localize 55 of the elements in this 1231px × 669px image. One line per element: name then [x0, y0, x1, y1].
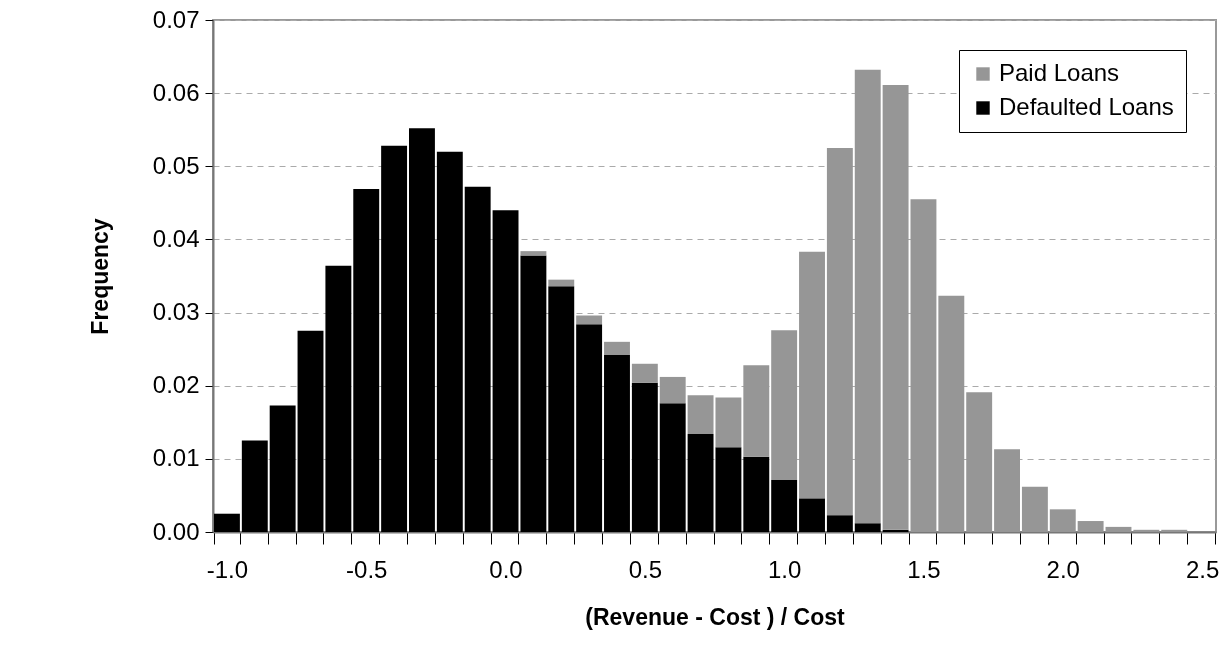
bar	[631, 363, 658, 383]
legend-label: Paid Loans	[999, 59, 1120, 86]
x-tick-label: 2.0	[1046, 555, 1080, 583]
bar	[854, 69, 881, 524]
y-tick-label: 0.03	[152, 298, 200, 326]
bar	[381, 145, 408, 532]
bar	[548, 279, 575, 287]
y-tick-label: 0.00	[152, 517, 200, 545]
bar	[799, 251, 825, 499]
y-tick-label: 0.07	[152, 5, 200, 33]
y-tick-label: 0.01	[152, 444, 200, 472]
bar	[604, 354, 630, 532]
y-tick-label: 0.05	[152, 151, 200, 179]
bar	[854, 523, 881, 532]
bar	[826, 148, 853, 516]
bar	[576, 315, 603, 325]
x-tick-label: 2.5	[1185, 555, 1220, 583]
bar	[771, 480, 798, 532]
x-axis-title: (Revenue - Cost ) / Cost	[585, 603, 846, 630]
legend-label: Defaulted Loans	[999, 93, 1174, 120]
bar	[631, 382, 658, 532]
bar	[826, 515, 853, 532]
bar	[882, 85, 909, 530]
y-axis-title: Frequency	[86, 218, 113, 335]
bar	[325, 265, 352, 532]
x-tick-label: 1.5	[907, 555, 941, 583]
bar	[771, 330, 798, 481]
bar	[548, 286, 575, 532]
bar	[520, 255, 547, 532]
bar	[241, 440, 268, 532]
bar	[297, 330, 324, 532]
bar	[743, 456, 770, 532]
bar	[659, 403, 686, 532]
x-tick-label: 0.5	[628, 555, 663, 583]
x-tick-label: -0.5	[346, 555, 388, 583]
bar	[353, 188, 380, 532]
y-tick-label: 0.04	[152, 224, 200, 252]
bar	[464, 186, 491, 532]
bar	[604, 341, 630, 355]
bar	[659, 376, 686, 404]
bar	[799, 498, 825, 532]
x-tick-label: -1.0	[206, 555, 249, 583]
bar	[882, 529, 909, 532]
bar	[743, 365, 770, 457]
bar	[576, 324, 603, 532]
x-tick-label: 0.0	[489, 555, 523, 583]
bar	[520, 251, 547, 256]
y-tick-label: 0.02	[152, 371, 200, 399]
bar	[269, 405, 296, 532]
bar	[492, 210, 519, 532]
y-tick-label: 0.06	[152, 78, 200, 106]
bar	[409, 128, 435, 532]
bar	[213, 513, 240, 532]
x-tick-label: 1.0	[767, 555, 802, 583]
bar	[436, 151, 463, 532]
